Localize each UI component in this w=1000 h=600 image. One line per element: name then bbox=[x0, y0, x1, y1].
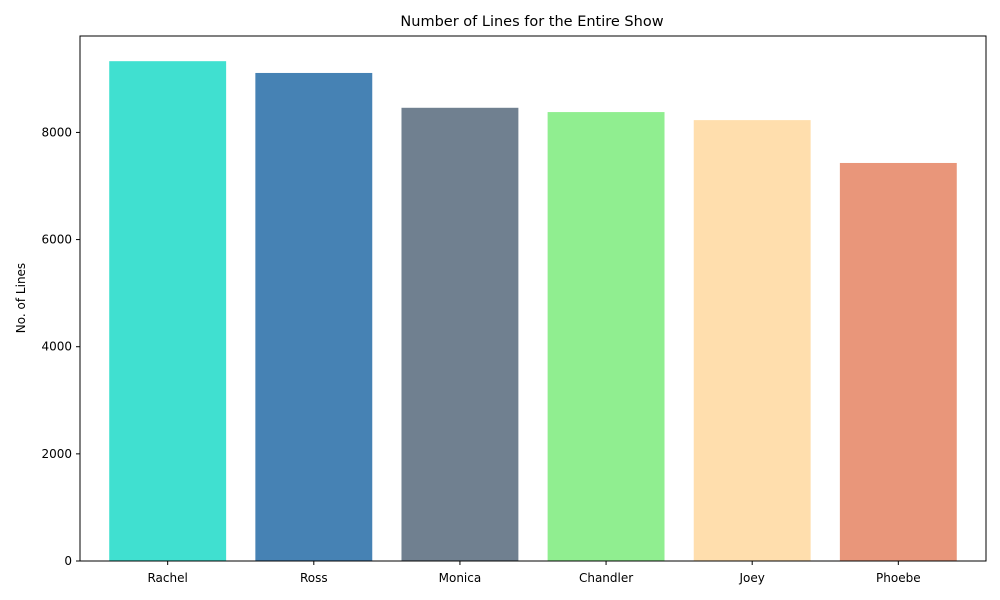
bar-rachel bbox=[109, 61, 227, 562]
y-axis-label: No. of Lines bbox=[14, 263, 28, 333]
x-tick-label: Joey bbox=[739, 571, 765, 585]
y-tick-label: 8000 bbox=[41, 125, 72, 139]
bar-monica bbox=[401, 107, 519, 562]
bar-ross bbox=[255, 72, 373, 561]
y-tick-label: 2000 bbox=[41, 447, 72, 461]
bars-group bbox=[109, 61, 957, 562]
x-tick-label: Chandler bbox=[579, 571, 633, 585]
y-tick-label: 6000 bbox=[41, 233, 72, 247]
bar-chandler bbox=[547, 112, 665, 562]
y-tick-label: 0 bbox=[64, 554, 72, 568]
x-axis: Rachel Ross Monica Chandler Joey Phoebe bbox=[147, 561, 921, 585]
x-tick-label: Rachel bbox=[147, 571, 187, 585]
chart-title: Number of Lines for the Entire Show bbox=[400, 14, 663, 30]
y-axis: 0 2000 4000 6000 8000 bbox=[41, 125, 80, 568]
plot-frame bbox=[79, 35, 987, 562]
x-tick-label: Ross bbox=[300, 571, 328, 585]
x-tick-label: Monica bbox=[439, 571, 482, 585]
x-tick-label: Phoebe bbox=[876, 571, 921, 585]
bar-joey bbox=[693, 120, 811, 561]
bar-phoebe bbox=[839, 162, 957, 561]
y-tick-label: 4000 bbox=[41, 340, 72, 354]
